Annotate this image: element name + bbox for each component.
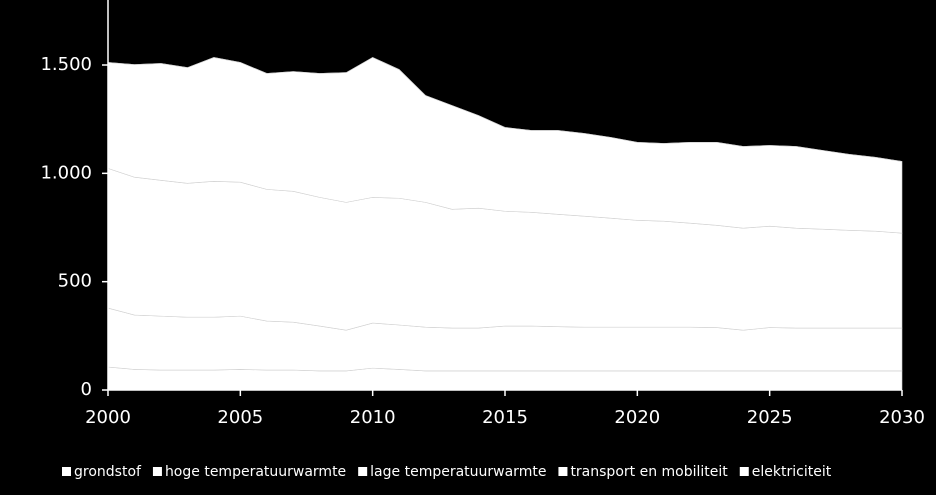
legend-swatch [62,467,71,476]
legend-swatch [358,467,368,476]
x-tick-label: 2025 [747,407,793,428]
x-tick-label: 2010 [350,407,396,428]
legend-label: transport en mobiliteit [570,464,728,480]
x-tick-label: 2000 [85,407,131,428]
legend-swatch [739,467,749,476]
legend-label: lage temperatuurwarmte [370,464,546,480]
legend-label: hoge temperatuurwarmte [165,464,346,480]
x-tick-label: 2020 [614,407,660,428]
legend-swatch [152,467,162,476]
legend-swatch [558,467,568,476]
legend-label: elektriciteit [752,464,832,480]
y-tick-label: 0 [81,379,92,400]
legend-label: grondstof [74,464,142,480]
x-tick-label: 2015 [482,407,528,428]
x-tick-label: 2005 [217,407,263,428]
y-tick-label: 1.000 [40,162,92,183]
y-tick-label: 500 [58,271,92,292]
x-tick-label: 2030 [879,407,925,428]
y-tick-label: 1.500 [40,54,92,75]
